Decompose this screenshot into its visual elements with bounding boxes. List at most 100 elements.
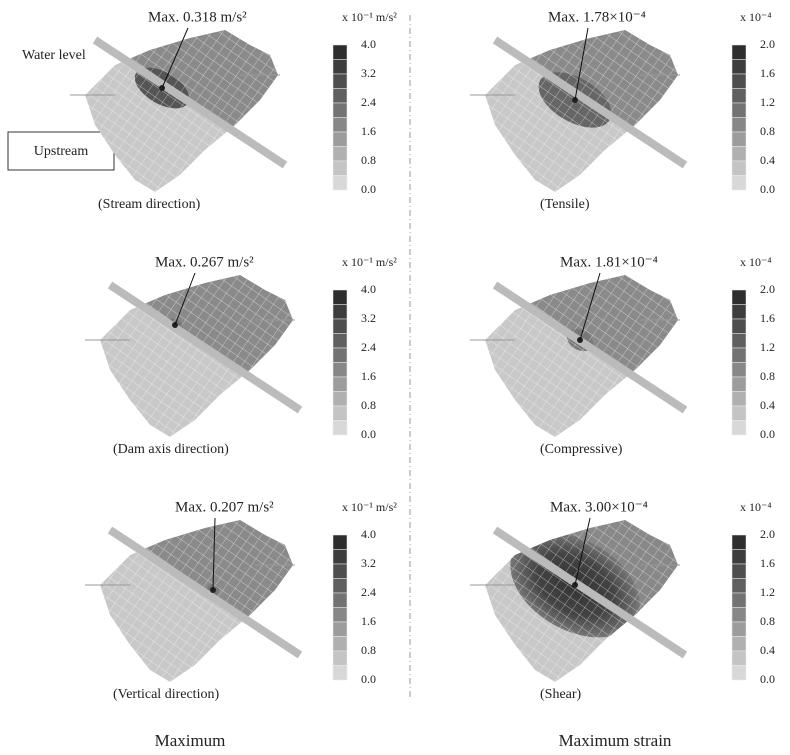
colorbar-tick: 2.0 — [760, 37, 775, 51]
colorbar-cell — [333, 579, 347, 594]
colorbar-tick: 0.8 — [760, 369, 775, 383]
colorbar-tick: 4.0 — [361, 527, 376, 541]
colorbar-tick: 0.0 — [361, 672, 376, 686]
colorbar-cell — [333, 593, 347, 608]
colorbar-cell — [732, 60, 746, 75]
colorbar-cell — [732, 132, 746, 147]
caption: (Dam axis direction) — [113, 442, 229, 457]
colorbar-cell — [333, 348, 347, 363]
colorbar-cell — [732, 608, 746, 623]
colorbar-cell — [732, 176, 746, 191]
colorbar-cell — [333, 305, 347, 320]
colorbar-cell — [333, 118, 347, 133]
colorbar-cell — [732, 535, 746, 550]
colorbar-tick: 1.6 — [361, 124, 376, 138]
colorbar-cell — [732, 103, 746, 118]
colorbar-tick: 0.0 — [760, 427, 775, 441]
colorbar-cell — [732, 290, 746, 305]
colorbar-tick: 1.2 — [760, 340, 775, 354]
dam-plot: Max. 0.267 m/s²(Dam axis direction) — [85, 235, 325, 457]
colorbar-cell — [732, 74, 746, 89]
colorbar-unit: x 10⁻⁴ — [740, 500, 772, 514]
max-label: Max. 0.207 m/s² — [175, 499, 274, 515]
colorbar-tick: 0.4 — [760, 643, 775, 657]
colorbar-cell — [732, 89, 746, 104]
colorbar-cell — [732, 564, 746, 579]
colorbar-cell — [333, 147, 347, 162]
figure-canvas: Water level Upstream Maximum Maximum str… — [0, 0, 790, 755]
colorbar-tick: 1.6 — [361, 369, 376, 383]
colorbar-cell — [333, 60, 347, 75]
max-label: Max. 0.318 m/s² — [148, 9, 247, 25]
caption: (Shear) — [540, 687, 582, 702]
colorbar-cell — [333, 132, 347, 147]
dam-plot: Max. 1.78×10⁻⁴ (Tensile) — [470, 0, 710, 212]
colorbar-tick: 1.6 — [361, 614, 376, 628]
max-label: Max. 3.00×10⁻⁴ — [550, 499, 648, 515]
column-label: Maximum — [155, 731, 226, 750]
colorbar-tick: 3.2 — [361, 311, 376, 325]
colorbar-tick: 1.6 — [760, 556, 775, 570]
colorbar-tick: 3.2 — [361, 556, 376, 570]
colorbar-cell — [333, 406, 347, 421]
colorbar-tick: 0.8 — [760, 614, 775, 628]
caption: (Stream direction) — [98, 197, 201, 212]
colorbar-cell — [333, 550, 347, 565]
colorbar-cell — [732, 666, 746, 681]
colorbar-unit: x 10⁻¹ m/s² — [342, 255, 397, 269]
colorbar-cell — [333, 103, 347, 118]
colorbar-cell — [333, 392, 347, 407]
dam-plot: Max. 0.318 m/s² (Stream direction) — [70, 0, 310, 212]
colorbar-tick: 0.8 — [361, 153, 376, 167]
colorbar-cell — [333, 176, 347, 191]
colorbar-cell — [333, 564, 347, 579]
colorbar-cell — [333, 637, 347, 652]
column-label: Maximum strain — [559, 731, 672, 750]
max-label: Max. 1.81×10⁻⁴ — [560, 254, 658, 270]
colorbar-tick: 0.0 — [760, 182, 775, 196]
colorbar-tick: 1.2 — [760, 95, 775, 109]
max-label: Max. 1.78×10⁻⁴ — [548, 9, 646, 25]
colorbar-cell — [732, 348, 746, 363]
colorbar-cell — [333, 74, 347, 89]
colorbar-cell — [732, 593, 746, 608]
colorbar-tick: 2.0 — [760, 282, 775, 296]
colorbar-unit: x 10⁻¹ m/s² — [342, 500, 397, 514]
colorbar-cell — [732, 392, 746, 407]
colorbar-cell — [732, 305, 746, 320]
colorbar-cell — [333, 161, 347, 176]
colorbar-tick: 0.4 — [760, 153, 775, 167]
colorbar-cell — [732, 45, 746, 60]
colorbar-cell — [732, 334, 746, 349]
colorbar-cell — [333, 377, 347, 392]
colorbar-tick: 2.4 — [361, 95, 376, 109]
colorbar-cell — [732, 363, 746, 378]
colorbar-cell — [732, 406, 746, 421]
water-level-label: Water level — [22, 48, 86, 63]
colorbar-cell — [333, 608, 347, 623]
caption: (Tensile) — [540, 197, 590, 212]
colorbar-tick: 0.8 — [760, 124, 775, 138]
colorbar-cell — [732, 550, 746, 565]
colorbar-tick: 1.6 — [760, 66, 775, 80]
colorbar-cell — [333, 45, 347, 60]
colorbar-unit: x 10⁻⁴ — [740, 10, 772, 24]
colorbar-cell — [732, 147, 746, 162]
dam-plot: Max. 0.207 m/s² (Vertical direction) — [85, 480, 325, 702]
colorbar-tick: 4.0 — [361, 282, 376, 296]
colorbar-cell — [333, 334, 347, 349]
colorbar-cell — [732, 622, 746, 637]
dam-plot: Max. 3.00×10⁻⁴ (Shear) — [470, 480, 710, 702]
colorbar-cell — [732, 161, 746, 176]
colorbar-cell — [732, 579, 746, 594]
colorbar-unit: x 10⁻⁴ — [740, 255, 772, 269]
colorbar-cell — [333, 421, 347, 436]
colorbar-cell — [333, 666, 347, 681]
colorbar-tick: 0.4 — [760, 398, 775, 412]
colorbar-cell — [732, 637, 746, 652]
colorbar-tick: 3.2 — [361, 66, 376, 80]
colorbar-cell — [333, 651, 347, 666]
caption: (Vertical direction) — [113, 687, 219, 702]
colorbar-unit: x 10⁻¹ m/s² — [342, 10, 397, 24]
colorbar-tick: 0.0 — [361, 182, 376, 196]
